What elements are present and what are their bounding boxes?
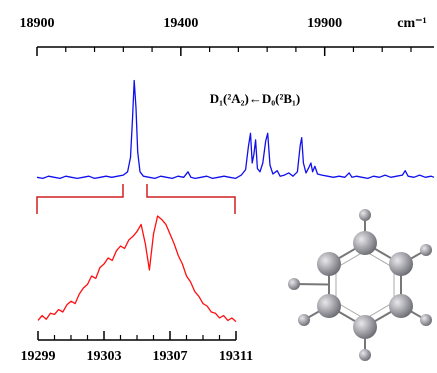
figure: D₁(²A₂)←D₀(²B₁) cm⁻¹ 18900 19400 19900 1929…	[0, 0, 437, 373]
x-tick-label: 19400	[163, 16, 198, 31]
x-tick-label: 19307	[153, 349, 188, 364]
x-tick-label: 18900	[20, 16, 55, 31]
x-tick-label: 19311	[219, 349, 253, 364]
page: D₁(²A₂)←D₀(²B₁) cm⁻¹ 18900 19400 19900 1929…	[0, 0, 437, 373]
zoom-bracket	[37, 184, 235, 214]
spectrum-line	[38, 216, 236, 322]
x-axis-label: cm⁻¹	[397, 16, 426, 31]
x-tick-label: 19303	[87, 349, 122, 364]
x-tick-label: 19900	[307, 16, 342, 31]
annotation: D₁(²A₂)←D₀(²B₁)	[210, 91, 301, 106]
molecule	[288, 209, 432, 361]
x-tick-label: 19299	[21, 349, 56, 364]
